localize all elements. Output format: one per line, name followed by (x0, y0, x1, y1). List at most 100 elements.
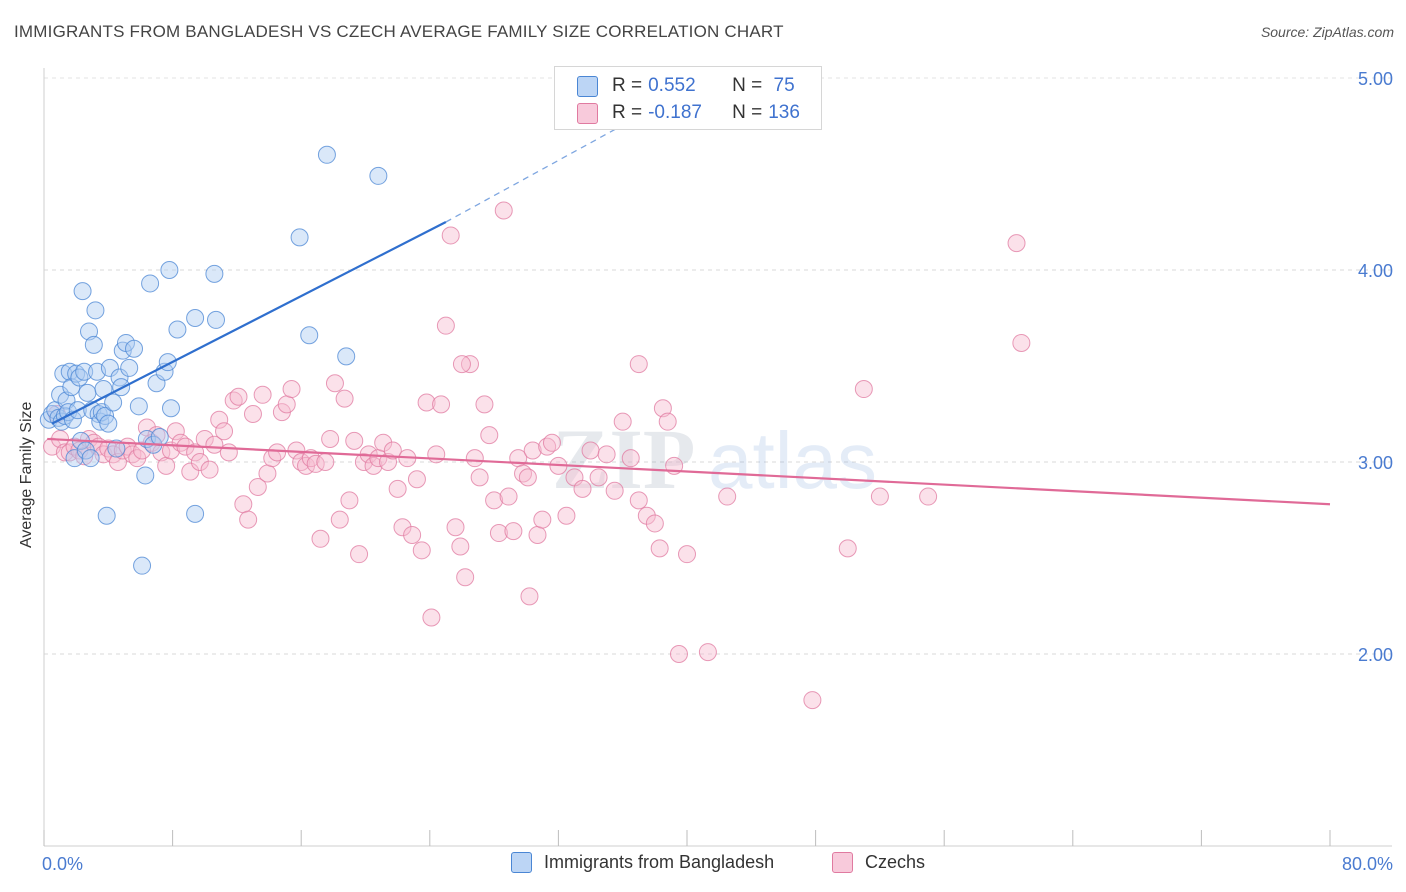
data-point (300, 326, 319, 345)
data-point (205, 264, 224, 283)
data-point (605, 481, 624, 500)
data-point (919, 487, 938, 506)
data-point (125, 339, 144, 358)
data-point (120, 358, 139, 377)
corr-row-bangladesh: R = 0.552 N = 75 (577, 74, 795, 98)
data-point (870, 487, 889, 506)
data-point (215, 422, 234, 441)
data-point (239, 510, 258, 529)
y-tick-label: 4.00 (1358, 261, 1393, 281)
trend-line-bangladesh-extension (445, 115, 640, 223)
data-point (518, 468, 537, 487)
data-point (311, 529, 330, 548)
data-point (573, 479, 592, 498)
gridlines (44, 77, 1392, 655)
legend-item-czechs[interactable]: Czechs (832, 852, 925, 873)
data-point (597, 445, 616, 464)
y-tick-label: 3.00 (1358, 453, 1393, 473)
data-point (470, 468, 489, 487)
data-point (446, 518, 465, 537)
data-point (678, 545, 696, 564)
data-point (253, 385, 272, 404)
data-point (190, 453, 209, 471)
data-point (412, 541, 431, 560)
data-point (698, 643, 717, 662)
data-point (186, 504, 205, 523)
data-point (168, 320, 187, 339)
legend-swatch-blue (511, 852, 532, 873)
data-point (475, 395, 494, 414)
data-point (494, 201, 513, 220)
data-point (100, 358, 119, 377)
data-point (282, 380, 301, 399)
data-point (379, 453, 398, 471)
legend-label-czechs: Czechs (865, 852, 926, 872)
data-point (520, 587, 539, 606)
data-point (499, 487, 518, 506)
data-point (658, 412, 677, 431)
data-points (39, 145, 1031, 710)
data-point (186, 443, 205, 462)
corr-n-value: 75 (768, 75, 795, 96)
data-point (451, 537, 470, 556)
data-point (465, 449, 484, 468)
data-point (456, 568, 475, 587)
data-point (186, 309, 205, 327)
corr-r-value: -0.187 (648, 102, 702, 123)
data-point (350, 545, 369, 564)
data-point (436, 316, 455, 335)
data-point (258, 464, 277, 483)
data-point (277, 395, 296, 414)
corr-swatch-pink (577, 102, 598, 124)
data-point (181, 462, 200, 481)
watermark-zip: ZIP (552, 411, 695, 507)
data-point (97, 506, 116, 525)
data-point (613, 412, 632, 431)
data-point (345, 431, 364, 450)
data-point (621, 449, 640, 468)
data-point (219, 443, 238, 462)
data-point (55, 443, 74, 462)
data-point (75, 362, 94, 381)
data-point (393, 518, 412, 537)
data-point (330, 510, 349, 529)
correlation-legend: R = 0.552 N = 75 R = -0.187 N = 136 (554, 66, 822, 130)
data-point (504, 522, 523, 541)
data-point (340, 491, 359, 510)
data-point (321, 429, 340, 448)
data-point (452, 355, 471, 374)
data-point (316, 453, 335, 471)
data-point (838, 539, 857, 558)
corr-row-czechs: R = -0.187 N = 136 (577, 101, 800, 125)
data-point (645, 514, 664, 533)
data-point (629, 355, 648, 374)
corr-n-label: N = (732, 75, 763, 96)
data-point (325, 374, 344, 393)
data-point (157, 456, 176, 475)
data-point (210, 410, 229, 429)
data-point (557, 506, 576, 525)
legend-item-bangladesh[interactable]: Immigrants from Bangladesh (511, 852, 774, 873)
data-point (374, 433, 393, 452)
data-point (99, 414, 118, 433)
trend-line-bangladesh (51, 221, 447, 425)
data-point (533, 510, 552, 529)
data-point (669, 645, 688, 663)
data-point (207, 310, 226, 329)
data-point (73, 282, 92, 301)
data-point (290, 228, 309, 247)
data-point (89, 405, 108, 423)
data-point (129, 397, 148, 416)
data-point (107, 439, 126, 458)
data-point (161, 399, 180, 418)
data-point (60, 362, 79, 381)
data-point (523, 441, 542, 460)
data-point (403, 525, 422, 544)
data-point (301, 449, 320, 468)
data-point (485, 491, 504, 510)
data-point (317, 145, 336, 164)
trend-lines (47, 115, 1331, 506)
watermark: ZIP atlas (552, 411, 877, 507)
data-point (388, 479, 407, 498)
data-point (542, 433, 561, 452)
